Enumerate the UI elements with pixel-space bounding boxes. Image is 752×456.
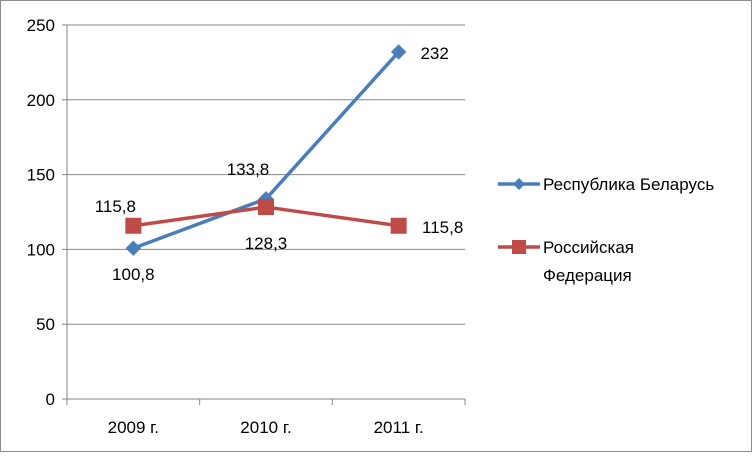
legend-label: Республика Беларусь [543, 175, 714, 194]
y-tick-label: 100 [27, 240, 55, 259]
x-tick-label: 2011 г. [374, 418, 424, 437]
y-tick-label: 150 [27, 166, 55, 185]
data-label: 115,8 [422, 218, 463, 237]
data-labels: 100,8 133,8 232 115,8 128,3 115,8 [95, 44, 464, 284]
data-label: 232 [420, 44, 448, 63]
data-point-square [125, 217, 142, 234]
data-label: 100,8 [112, 265, 155, 284]
y-tick-label: 50 [36, 315, 55, 334]
data-label: 133,8 [227, 160, 270, 179]
x-tick-labels: 2009 г. 2010 г. 2011 г. [108, 418, 424, 437]
data-label: 115,8 [95, 197, 136, 216]
y-tick-label: 200 [27, 91, 55, 110]
x-tick-label: 2010 г. [240, 418, 291, 437]
y-tick-label: 250 [27, 16, 55, 35]
data-label: 128,3 [245, 234, 288, 253]
series-layer [125, 44, 407, 256]
data-point-diamond [390, 44, 407, 60]
data-point-square [258, 199, 274, 216]
legend-marker-diamond [513, 178, 525, 190]
data-point-diamond [125, 240, 142, 256]
y-tick-labels: 0 50 100 150 200 250 [27, 16, 55, 409]
legend-label: Российская [543, 238, 634, 257]
legend-label: Федерация [543, 266, 632, 285]
x-tick-label: 2009 г. [108, 418, 159, 437]
axes [62, 24, 466, 405]
y-tick-label: 0 [46, 390, 55, 409]
legend: Республика Беларусь Российская Федерация [498, 175, 714, 285]
legend-marker-square [512, 240, 526, 254]
data-point-square [390, 217, 407, 234]
